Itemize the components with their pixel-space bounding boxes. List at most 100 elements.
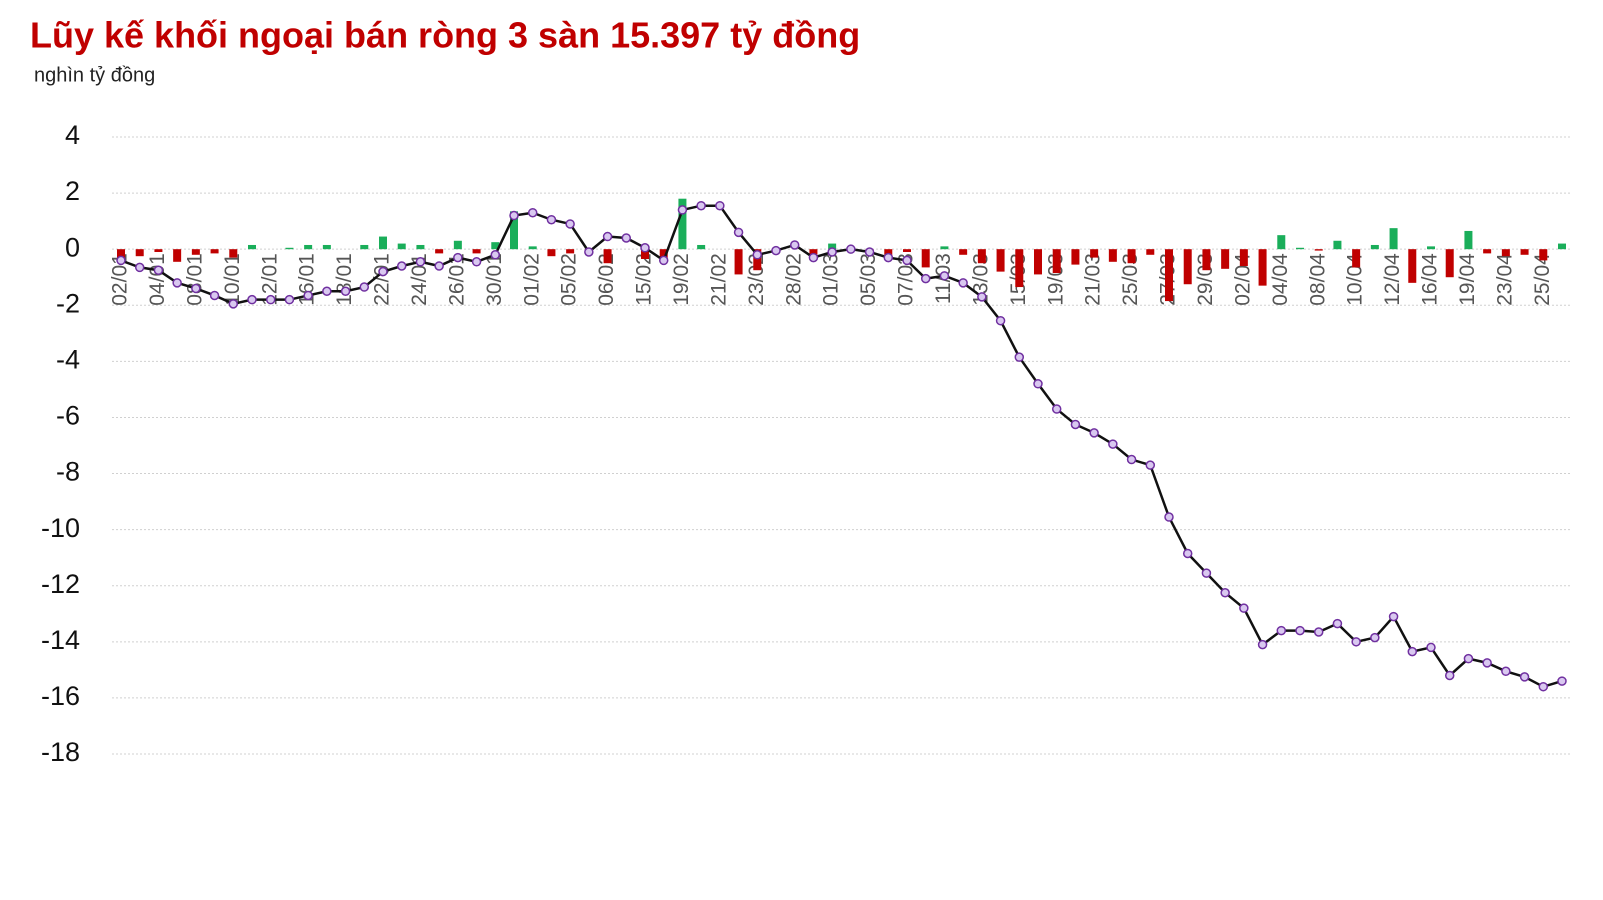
line-marker [191,283,201,294]
bar [678,198,687,250]
bar [828,243,837,250]
y-tick-label: -4 [56,344,80,374]
line-marker [658,255,669,266]
bar [1146,249,1155,255]
line-marker [527,207,538,218]
bar [435,249,444,254]
line-marker [1351,637,1361,647]
line-marker [1388,611,1399,622]
line-marker [995,315,1006,326]
line-marker [1014,352,1025,362]
bar [1296,247,1304,250]
line-marker [340,286,351,296]
x-tick-label: 05/02 [558,253,581,306]
bar [1108,249,1117,262]
bar [1427,246,1435,250]
line-marker [322,286,332,296]
line-marker [902,255,912,266]
bar [1090,249,1099,258]
bar [753,249,762,271]
bar [1127,249,1136,264]
line-marker [434,261,444,271]
line-marker [1313,627,1324,637]
x-tick-label: 04/04 [1269,253,1292,306]
bar [1183,249,1192,285]
line-marker [1444,670,1455,681]
x-tick-label: 23/04 [1493,253,1516,306]
line-marker [228,299,239,309]
x-tick-label: 04/01 [146,253,169,306]
line-marker [846,244,856,254]
line-marker [621,233,632,243]
x-tick-label: 12/01 [258,253,281,306]
y-tick-label: 0 [65,232,80,262]
bar [285,247,294,250]
line-marker [471,257,482,267]
bar [921,249,930,268]
bar [903,249,911,252]
bar [491,242,500,250]
bar [940,246,949,250]
x-tick-label: 08/04 [1306,253,1329,306]
line-marker [602,231,613,242]
bar [1277,235,1286,250]
line-marker [415,257,426,267]
x-tick-label: 10/04 [1344,253,1367,306]
bar [1483,249,1492,254]
line-marker [977,292,987,302]
bar [210,249,219,254]
bar [322,244,331,250]
bar [173,249,182,262]
line-marker [1519,672,1530,682]
x-tick-label: 05/03 [857,253,880,306]
x-tick-label: 01/02 [520,253,543,306]
bar [135,249,144,257]
bar [1352,249,1361,268]
x-tick-label: 19/02 [670,253,693,306]
line-marker [958,278,968,288]
line-marker [677,205,688,215]
bar [1389,228,1398,250]
line-marker [1126,454,1137,465]
x-tick-label: 18/01 [333,253,356,306]
line-marker [752,250,763,260]
x-tick-label: 23/02 [745,253,768,306]
bar [1464,230,1473,250]
line-marker [134,262,145,273]
line-marker [565,219,575,229]
bar [884,249,893,257]
line-marker [1201,568,1212,578]
y-tick-label: -12 [41,569,80,599]
bar [566,249,575,254]
x-tick-label: 15/02 [633,253,656,306]
x-tick-label: 21/03 [1082,253,1105,306]
line-marker [1332,618,1343,629]
y-tick-label: -6 [56,401,80,431]
y-tick-label: -18 [41,737,80,767]
x-tick-label: 26/01 [445,253,468,306]
line-marker [378,266,388,277]
x-tick-label: 02/01 [109,253,132,306]
line-marker [359,282,370,292]
line-marker [1108,439,1118,449]
bar [1202,249,1211,271]
x-tick-label: 28/02 [782,253,805,306]
bar [1558,243,1566,250]
line-marker [1145,460,1156,470]
bar [659,249,668,261]
x-tick-label: 06/02 [595,253,618,306]
y-tick-label: -16 [41,681,80,711]
bar [416,244,425,250]
x-tick-label: 19/04 [1456,253,1479,306]
bar [996,249,1005,272]
line-marker [284,294,295,305]
y-tick-label: -10 [41,513,80,543]
line-marker [1070,419,1081,430]
line-marker [209,290,220,301]
x-tick-label: 19/03 [1044,253,1067,306]
x-tick-label: 16/01 [296,253,319,306]
y-tick-label: -8 [56,457,80,487]
x-tick-label: 25/03 [1119,253,1142,306]
bar [641,249,649,259]
